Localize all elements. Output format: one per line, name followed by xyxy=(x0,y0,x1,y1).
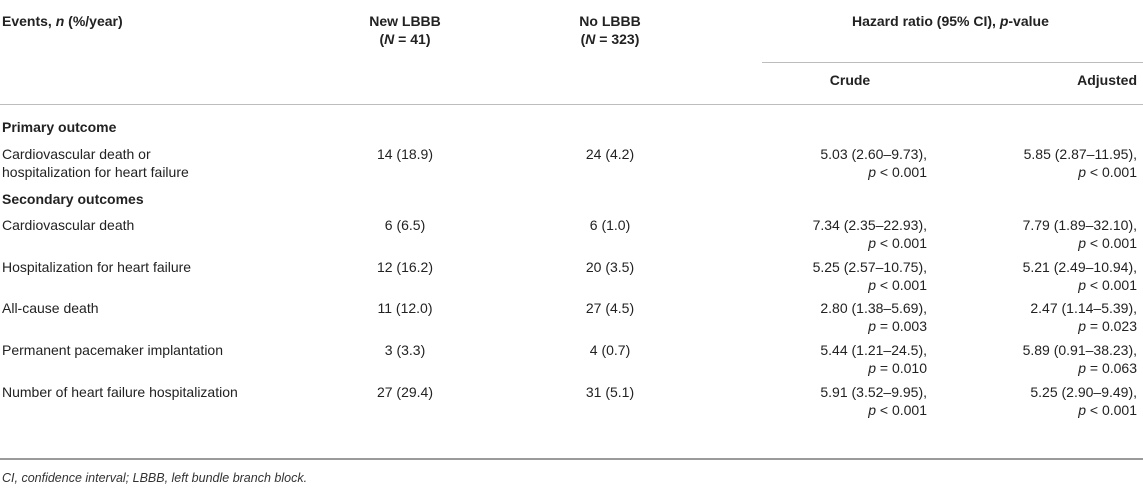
cell-no-lbbb: 6 (1.0) xyxy=(589,217,631,233)
row-label: Hospitalization for heart failure xyxy=(2,259,192,275)
cell-crude: 5.44 (1.21–24.5), p = 0.010 xyxy=(820,342,927,376)
cell-adjusted: 5.25 (2.90–9.49), p < 0.001 xyxy=(1030,384,1137,418)
col-header-crude: Crude xyxy=(829,72,871,88)
cell-adjusted: 5.89 (0.91–38.23), p = 0.063 xyxy=(1022,342,1137,376)
cell-no-lbbb: 27 (4.5) xyxy=(585,300,635,316)
cell-adjusted: 5.85 (2.87–11.95), p < 0.001 xyxy=(1023,146,1137,180)
row-label: Cardiovascular death xyxy=(2,217,135,233)
cell-no-lbbb: 24 (4.2) xyxy=(585,146,635,162)
cell-new-lbbb: 27 (29.4) xyxy=(376,384,434,400)
section-primary: Primary outcome xyxy=(2,119,117,135)
cell-crude: 5.91 (3.52–9.95), p < 0.001 xyxy=(820,384,927,418)
col-header-no-lbbb: No LBBB (N = 323) xyxy=(579,13,641,47)
cell-new-lbbb: 14 (18.9) xyxy=(376,146,434,162)
section-secondary: Secondary outcomes xyxy=(2,191,144,207)
cell-no-lbbb: 31 (5.1) xyxy=(585,384,635,400)
col-header-hazard-ratio: Hazard ratio (95% CI), p-value xyxy=(852,13,1049,29)
row-label: Cardiovascular death or hospitalization f… xyxy=(2,146,189,180)
cell-adjusted: 7.79 (1.89–32.10), p < 0.001 xyxy=(1022,217,1137,251)
col-header-new-lbbb: New LBBB (N = 41) xyxy=(369,13,441,47)
row-label: Number of heart failure hospitalization xyxy=(2,384,238,400)
table-footnote: CI, confidence interval; LBBB, left bund… xyxy=(2,471,308,485)
cell-no-lbbb: 20 (3.5) xyxy=(585,259,635,275)
row-label: All-cause death xyxy=(2,300,99,316)
cell-adjusted: 2.47 (1.14–5.39), p = 0.023 xyxy=(1030,300,1137,334)
cell-new-lbbb: 3 (3.3) xyxy=(384,342,426,358)
cell-adjusted: 5.21 (2.49–10.94), p < 0.001 xyxy=(1022,259,1137,293)
cell-crude: 7.34 (2.35–22.93), p < 0.001 xyxy=(812,217,927,251)
cell-crude: 5.25 (2.57–10.75), p < 0.001 xyxy=(812,259,927,293)
cell-new-lbbb: 11 (12.0) xyxy=(377,300,433,316)
cell-new-lbbb: 12 (16.2) xyxy=(376,259,434,275)
cell-crude: 5.03 (2.60–9.73), p < 0.001 xyxy=(820,146,927,180)
cell-new-lbbb: 6 (6.5) xyxy=(384,217,426,233)
cell-no-lbbb: 4 (0.7) xyxy=(589,342,631,358)
col-header-adjusted: Adjusted xyxy=(1077,72,1137,88)
header-rule xyxy=(0,104,1143,105)
table-bottom-rule xyxy=(0,458,1143,460)
col-header-events: Events, n (%/year) xyxy=(2,13,123,29)
header-subrule xyxy=(762,62,1143,63)
row-label: Permanent pacemaker implantation xyxy=(2,342,224,358)
cell-crude: 2.80 (1.38–5.69), p = 0.003 xyxy=(820,300,927,334)
